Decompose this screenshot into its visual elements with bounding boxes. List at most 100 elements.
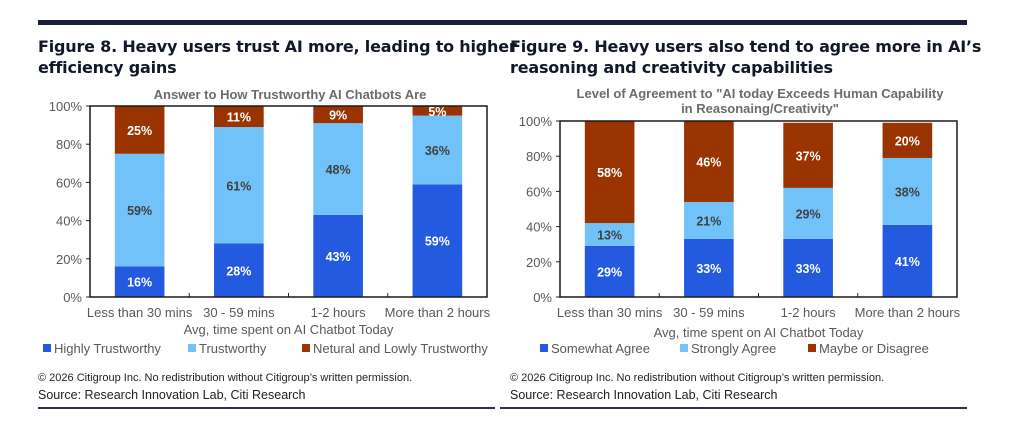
data-label: 61% [226, 179, 251, 193]
legend-label: Trustworthy [199, 341, 267, 356]
data-label: 48% [326, 163, 351, 177]
figure-9-title-line1: Figure 9. Heavy users also tend to agree… [510, 37, 982, 56]
bar-segment [313, 106, 363, 124]
y-tick-label: 40% [526, 220, 552, 235]
data-label: 46% [696, 155, 721, 169]
x-tick-label: Less than 30 mins [557, 305, 663, 320]
data-label: 58% [597, 166, 622, 180]
data-label: 20% [895, 134, 920, 148]
x-axis-label: Avg, time spent on AI Chatbot Today [184, 322, 394, 337]
bar-segment [584, 223, 635, 246]
figure-9-title-line2: reasoning and creativity capabilities [510, 58, 833, 77]
figure-9-title: Figure 9. Heavy users also tend to agree… [510, 36, 981, 78]
bar-segment [114, 106, 165, 154]
x-tick-label: More than 2 hours [385, 305, 491, 320]
y-tick-label: 100% [49, 99, 83, 114]
data-label: 37% [796, 149, 821, 163]
bar-segment [783, 187, 833, 239]
bar-segment [313, 123, 363, 215]
data-label: 41% [895, 255, 920, 269]
chart-9-title-line1: Level of Agreement to "AI today Exceeds … [576, 86, 944, 101]
data-label: 59% [425, 235, 450, 249]
bar-segment [114, 266, 165, 297]
legend-swatch [188, 344, 196, 352]
bar-segment [684, 238, 734, 297]
legend-swatch [43, 344, 51, 352]
top-rule [38, 20, 967, 25]
figure-8-title: Figure 8. Heavy users trust AI more, lea… [38, 36, 517, 78]
y-tick-label: 0% [63, 290, 82, 305]
chart-8-title: Answer to How Trustworthy AI Chatbots Ar… [153, 87, 427, 102]
data-label: 9% [329, 109, 347, 123]
bar-segment [783, 122, 833, 188]
chart-8: 0% 20% 40% 60% 80% 100% 16% 59% 25% Less than 30 … [43, 99, 491, 356]
y-tick-label: 40% [56, 214, 82, 229]
chart-9-title: Level of Agreement to "AI today Exceeds … [548, 86, 972, 116]
plot-frame [559, 120, 958, 298]
data-label: 13% [597, 229, 622, 243]
data-label: 36% [425, 144, 450, 158]
figure-9-source: Source: Research Innovation Lab, Citi Re… [510, 388, 778, 402]
figure-9-copyright: © 2026 Citigroup Inc. No redistribution … [510, 372, 885, 384]
bar-segment [412, 184, 463, 297]
x-tick-label: Less than 30 mins [87, 305, 193, 320]
bar-segment [313, 214, 363, 297]
bar-segment [214, 243, 264, 297]
y-tick-label: 80% [526, 149, 552, 164]
data-label: 38% [895, 185, 920, 199]
chart-9: 0% 20% 40% 60% 80% 100% 29% 13% 58% Less than 30 … [519, 114, 961, 356]
bar-segment [214, 127, 264, 244]
data-label: 29% [597, 265, 622, 279]
y-tick-label: 20% [526, 255, 552, 270]
y-tick-label: 80% [56, 137, 82, 152]
data-label: 43% [326, 250, 351, 264]
legend-label: Maybe or Disagree [819, 341, 929, 356]
legend-label: Strongly Agree [691, 341, 776, 356]
figure-8-bottom-rule [38, 407, 495, 409]
data-label: 33% [796, 262, 821, 276]
figure-8-source: Source: Research Innovation Lab, Citi Re… [38, 388, 306, 402]
data-label: 16% [127, 276, 152, 290]
x-tick-label: 30 - 59 mins [203, 305, 275, 320]
x-tick-label: More than 2 hours [855, 305, 961, 320]
data-label: 21% [696, 214, 721, 228]
x-tick-label: 1-2 hours [311, 305, 366, 320]
legend-label: Highly Trustworthy [54, 341, 161, 356]
figure-8-copyright: © 2026 Citigroup Inc. No redistribution … [38, 372, 413, 384]
y-tick-label: 100% [519, 114, 553, 129]
legend-swatch [808, 344, 816, 352]
bar-segment [882, 122, 933, 158]
bar-segment [412, 106, 463, 116]
x-tick-label: 30 - 59 mins [673, 305, 745, 320]
bar-segment [114, 153, 165, 267]
bar-segment [584, 121, 635, 224]
data-label: 28% [226, 264, 251, 278]
bar-segment [882, 224, 933, 297]
figure-8-title-line1: Figure 8. Heavy users trust AI more, lea… [38, 37, 517, 56]
bar-segment [214, 106, 264, 128]
chart-9-title-line2: in Reasonaing/Creativity" [681, 101, 839, 116]
figure-9-bottom-rule [500, 407, 967, 409]
x-tick-label: 1-2 hours [781, 305, 836, 320]
legend-label: Netural and Lowly Trustworthy [313, 341, 488, 356]
bar-segment [684, 201, 734, 239]
bar-segment [684, 121, 734, 202]
legend-swatch [680, 344, 688, 352]
data-label: 25% [127, 124, 152, 138]
bar-segment [783, 238, 833, 297]
legend-swatch [302, 344, 310, 352]
y-tick-label: 60% [56, 175, 82, 190]
legend-swatch [540, 344, 548, 352]
data-label: 11% [227, 111, 251, 125]
data-label: 5% [428, 105, 446, 119]
bar-segment [412, 115, 463, 185]
data-label: 29% [796, 207, 821, 221]
bar-segment [882, 157, 933, 225]
y-tick-label: 20% [56, 252, 82, 267]
y-tick-label: 0% [533, 290, 552, 305]
data-label: 59% [127, 204, 152, 218]
data-label: 33% [696, 262, 721, 276]
bar-segment [584, 245, 635, 297]
figure-8-title-line2: efficiency gains [38, 58, 177, 77]
x-axis-label: Avg, time spent on AI Chatbot Today [654, 325, 864, 340]
